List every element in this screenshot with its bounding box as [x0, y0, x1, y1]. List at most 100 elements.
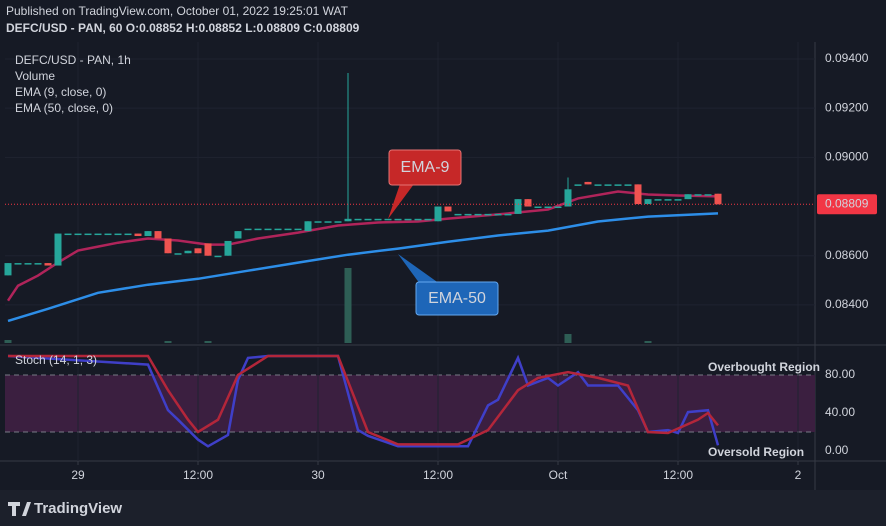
y-tick-label: 40.00: [825, 405, 855, 419]
candle-body: [74, 233, 82, 236]
candle-body: [204, 243, 212, 256]
x-tick-label: 12:00: [183, 468, 213, 482]
candle-body: [414, 218, 422, 221]
candle-body: [264, 228, 272, 231]
candle-body: [144, 231, 152, 237]
candle-body: [634, 184, 642, 205]
candle-body: [564, 189, 572, 207]
y-tick-label: 0.09400: [825, 51, 869, 65]
x-tick-label: 2: [795, 468, 802, 482]
callout-pointer: [398, 254, 440, 284]
candle-body: [184, 250, 192, 254]
candle-body: [494, 213, 502, 216]
candle-body: [364, 218, 372, 221]
candle-body: [284, 228, 292, 231]
candle-body: [484, 213, 492, 216]
candle-body: [534, 206, 542, 209]
volume-bar: [344, 268, 352, 343]
candle-body: [314, 221, 322, 223]
candle-body: [174, 253, 182, 255]
candle-body: [334, 221, 342, 223]
candle-body: [294, 228, 302, 231]
band-fill: [5, 375, 815, 433]
candle-body: [574, 184, 582, 186]
candle-body: [714, 193, 722, 205]
volume-bar: [204, 341, 212, 343]
oversold-label: Oversold Region: [708, 445, 804, 459]
x-tick-label: 30: [311, 468, 325, 482]
indicator-title: Stoch (14, 1, 3): [15, 353, 97, 367]
legend-entry: DEFC/USD - PAN, 1h: [15, 53, 131, 67]
candle-body: [404, 218, 412, 221]
candle-body: [664, 199, 672, 201]
candle-body: [114, 233, 122, 236]
candle-body: [194, 248, 202, 254]
overbought-label: Overbought Region: [708, 360, 820, 374]
candle-body: [464, 213, 472, 216]
x-tick-label: 12:00: [663, 468, 693, 482]
candle-body: [654, 199, 662, 201]
candle-body: [544, 206, 552, 209]
callout-box: [388, 149, 462, 186]
y-tick-label: 80.00: [825, 367, 855, 381]
legend-entry: Volume: [15, 69, 55, 83]
footer-bar: [0, 490, 886, 526]
candle-body: [24, 263, 32, 265]
logo: TradingView: [8, 500, 122, 517]
candle-body: [254, 228, 262, 231]
volume-bar: [4, 340, 12, 343]
candle-body: [424, 218, 432, 221]
candle-body: [14, 263, 22, 265]
volume-bar: [164, 341, 172, 343]
x-tick-label: 29: [71, 468, 85, 482]
y-tick-label: 0.08600: [825, 248, 869, 262]
brand: TradingView: [34, 500, 122, 517]
candle-body: [584, 181, 592, 185]
x-tick-label: Oct: [549, 468, 568, 482]
candle-body: [164, 238, 172, 254]
legend-entry: EMA (9, close, 0): [15, 85, 106, 99]
candle-body: [134, 233, 142, 237]
series-line: [7, 212, 719, 323]
logo-mark: [8, 502, 31, 516]
candle-body: [324, 221, 332, 223]
series-line: [8, 354, 719, 446]
candle-body: [44, 263, 52, 266]
ohlc-line: DEFC/USD - PAN, 60 O:0.08852 H:0.08852 L…: [6, 21, 360, 35]
x-tick-label: 12:00: [423, 468, 453, 482]
volume-bar: [564, 334, 572, 343]
candle-body: [104, 233, 112, 236]
callout-pointer: [388, 184, 414, 219]
candle-body: [64, 233, 72, 236]
candle-body: [384, 218, 392, 221]
candle-body: [344, 218, 352, 222]
candle-body: [34, 263, 42, 265]
candle-body: [504, 213, 512, 216]
candle-body: [624, 184, 632, 186]
candle-body: [274, 228, 282, 231]
candle-body: [94, 233, 102, 236]
callout-label: EMA-9: [401, 159, 450, 176]
candle-body: [674, 199, 682, 201]
candle-body: [684, 194, 692, 200]
candle-body: [694, 194, 702, 196]
y-tick-label: 0.00: [825, 443, 849, 457]
candle-body: [54, 233, 62, 266]
published-line: Published on TradingView.com, October 01…: [6, 4, 349, 18]
volume-bar: [644, 341, 652, 343]
candle-body: [214, 255, 222, 258]
candle-body: [154, 231, 162, 239]
candle-body: [304, 221, 312, 232]
candle-body: [394, 218, 402, 221]
candle-body: [524, 199, 532, 207]
callout-box: [415, 281, 499, 316]
candle-body: [354, 218, 362, 221]
last-price-box: [817, 194, 877, 215]
candle-body: [444, 206, 452, 212]
candle-body: [224, 240, 232, 256]
candle-body: [124, 233, 132, 236]
legend-entry: EMA (50, close, 0): [15, 101, 113, 115]
